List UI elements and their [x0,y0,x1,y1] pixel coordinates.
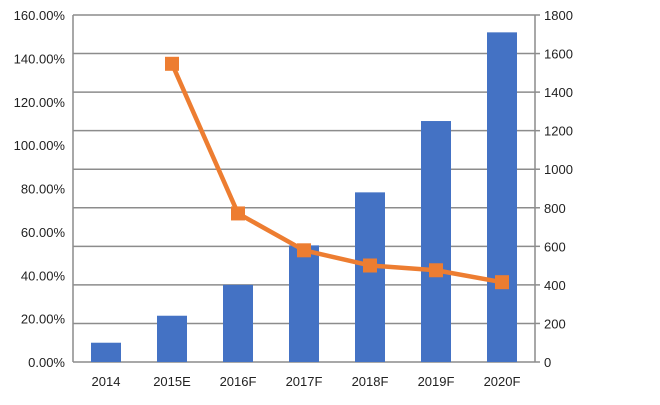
bar-2019F [421,121,451,363]
right-axis-ticks: 0 200 400 600 800 1000 1200 1400 1600 1800 [544,8,573,370]
x-tick-label: 2018F [352,374,389,389]
right-tick-label: 200 [544,316,566,331]
line-marker [429,263,443,278]
line-path [169,62,503,285]
right-tick-label: 400 [544,278,566,293]
right-tick-label: 1200 [544,124,573,139]
right-tick-label: 600 [544,239,566,254]
bar-2014 [91,342,121,362]
left-tick-label: 0.00% [28,355,65,370]
left-tick-label: 120.00% [14,95,66,110]
line-marker [297,243,311,258]
x-tick-label: 2017F [286,374,323,389]
bar-2016F [223,284,253,362]
line-marker [165,56,179,71]
line-marker [363,258,377,273]
left-tick-label: 80.00% [21,182,66,197]
x-tick-label: 2019F [418,374,455,389]
left-tick-label: 140.00% [14,51,66,66]
x-axis-ticks: 2014 2015E 2016F 2017F 2018F 2019F 2020F [92,374,521,389]
line-marker [231,206,245,221]
left-tick-label: 40.00% [21,268,66,283]
right-tick-label: 1800 [544,8,573,23]
bar-2018F [355,192,385,362]
left-axis-ticks: 0.00% 20.00% 40.00% 60.00% 80.00% 100.00% 120.… [14,8,66,370]
bar-2017F [289,245,319,362]
bar-series [91,32,517,363]
line-marker [495,275,509,290]
x-tick-label: 2020F [484,374,521,389]
x-tick-label: 2015E [153,374,191,389]
bar-2015E [157,315,187,362]
left-tick-label: 100.00% [14,138,66,153]
right-tick-label: 1000 [544,162,573,177]
bar-2020F [487,32,517,362]
left-tick-label: 160.00% [14,8,66,23]
line-series [165,56,509,290]
right-tick-label: 800 [544,201,566,216]
x-tick-label: 2016F [220,374,257,389]
left-tick-label: 60.00% [21,225,66,240]
right-tick-label: 1600 [544,47,573,62]
right-tick-label: 1400 [544,85,573,100]
left-tick-label: 20.00% [21,312,66,327]
right-tick-label: 0 [544,355,551,370]
x-tick-label: 2014 [92,374,121,389]
